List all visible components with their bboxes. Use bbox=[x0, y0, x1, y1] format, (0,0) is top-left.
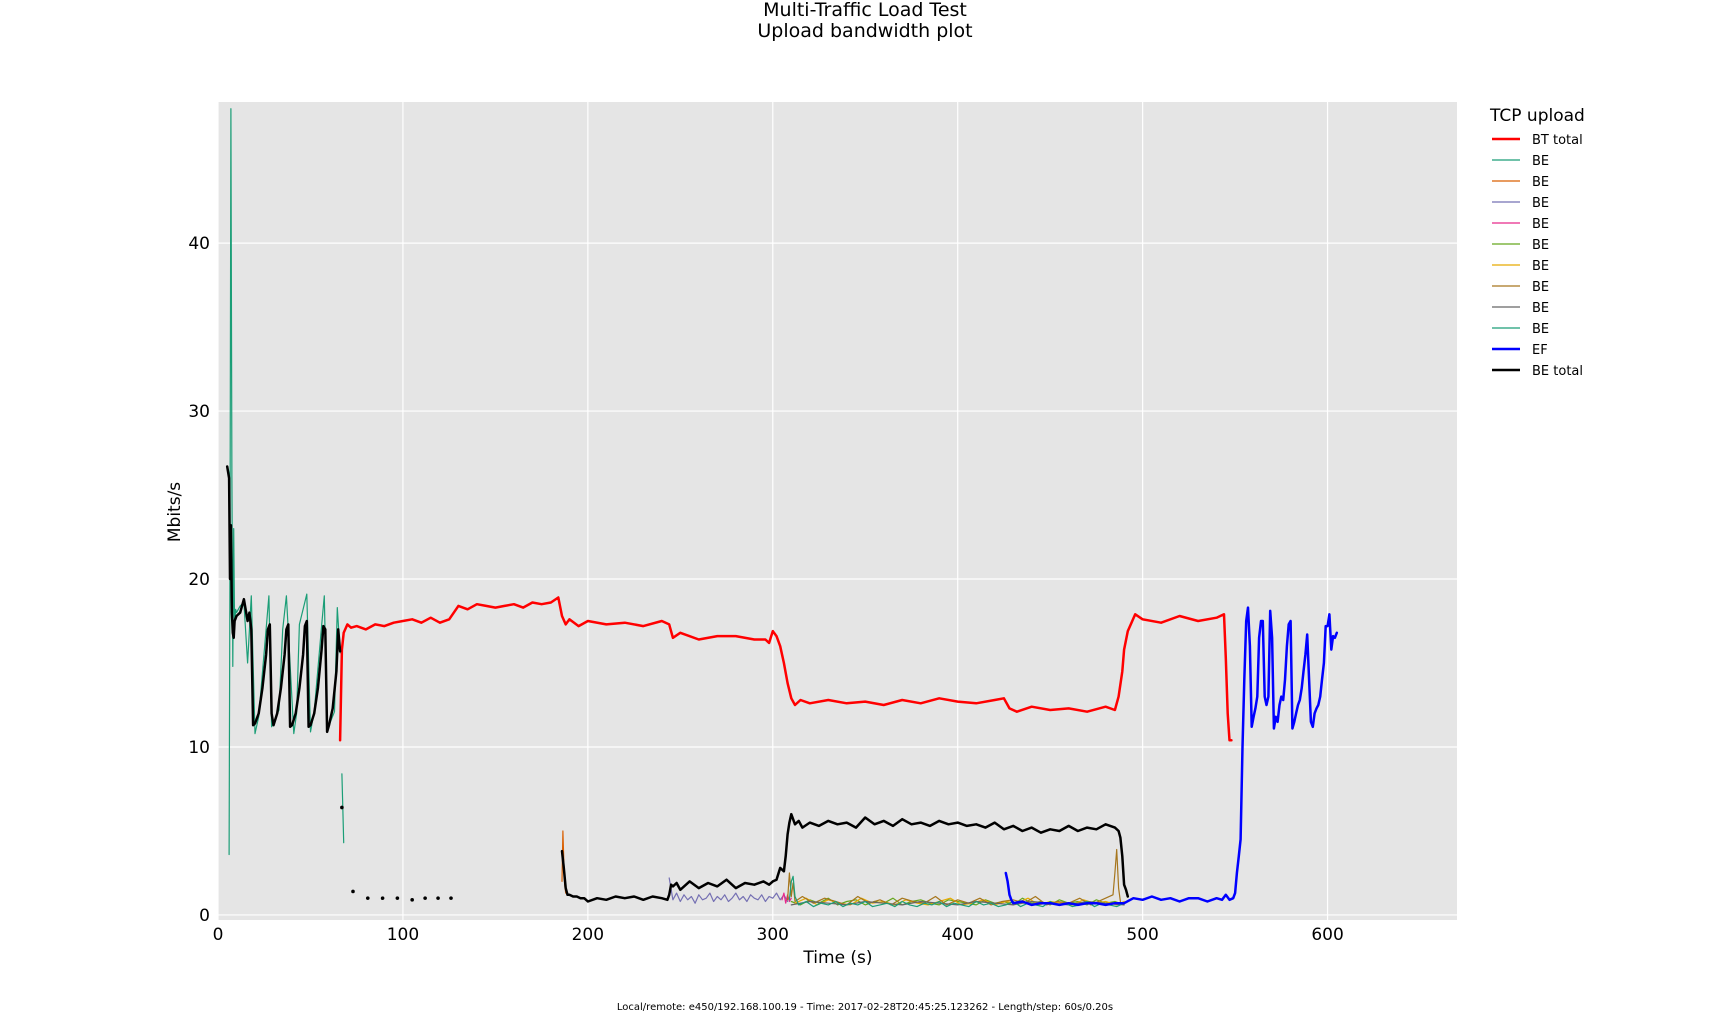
grid-lines bbox=[217, 102, 1457, 920]
x-tick-label: 300 bbox=[757, 925, 789, 945]
data-point bbox=[395, 896, 400, 900]
plot-area bbox=[218, 102, 1457, 920]
y-tick-label: 20 bbox=[188, 570, 210, 590]
x-tick-label: 500 bbox=[1126, 925, 1158, 945]
tick-labels: 0 100 200 300 400 500 600 0 10 20 30 40 bbox=[188, 234, 1343, 945]
legend-label: BT total bbox=[1532, 133, 1583, 148]
data-point bbox=[410, 898, 414, 902]
y-tick-label: 30 bbox=[188, 402, 210, 422]
legend-label: BE bbox=[1532, 259, 1549, 274]
data-point bbox=[380, 896, 385, 900]
legend-label: BE bbox=[1532, 238, 1549, 253]
data-point bbox=[423, 896, 427, 900]
legend-label: EF bbox=[1532, 343, 1548, 358]
series-line-be-total bbox=[560, 812, 1130, 903]
series-line-be bbox=[781, 892, 792, 904]
x-tick-label: 400 bbox=[941, 925, 973, 945]
series-line-be bbox=[228, 108, 341, 856]
x-tick-label: 100 bbox=[387, 925, 419, 945]
legend-label: BE bbox=[1532, 322, 1549, 337]
legend-title: TCP upload bbox=[1489, 106, 1585, 126]
legend-label: BE bbox=[1532, 196, 1549, 211]
x-axis-label: Time (s) bbox=[802, 948, 872, 968]
y-tick-label: 40 bbox=[188, 234, 210, 254]
chart-subtitle: Upload bandwidth plot bbox=[757, 20, 972, 42]
x-tick-label: 0 bbox=[213, 925, 224, 945]
series-line-be-total bbox=[225, 465, 342, 734]
y-tick-label: 10 bbox=[188, 738, 210, 758]
footer-info: Local/remote: e450/192.168.100.19 - Time… bbox=[617, 1002, 1113, 1013]
series-line-ef bbox=[1004, 606, 1339, 907]
legend-label: BE bbox=[1532, 280, 1549, 295]
x-tick-label: 600 bbox=[1311, 925, 1343, 945]
chart-title: Multi-Traffic Load Test bbox=[763, 0, 967, 21]
y-tick-label: 0 bbox=[199, 906, 210, 926]
series-line-bt-total bbox=[338, 596, 1233, 742]
legend-label: BE total bbox=[1532, 364, 1583, 379]
data-point bbox=[449, 896, 453, 900]
data-point bbox=[351, 889, 355, 894]
legend-label: BE bbox=[1532, 217, 1549, 232]
series-lines bbox=[225, 108, 1339, 908]
legend-label: BE bbox=[1532, 175, 1549, 190]
marker-points bbox=[340, 805, 453, 902]
legend-label: BE bbox=[1532, 154, 1549, 169]
series-line-be bbox=[668, 877, 789, 904]
data-point bbox=[436, 896, 440, 900]
x-tick-label: 200 bbox=[572, 925, 604, 945]
y-axis-label: Mbits/s bbox=[165, 482, 185, 542]
data-point bbox=[365, 896, 370, 900]
legend: TCP upload BT total BE BE BE BE BE BE BE BE BE EF B… bbox=[1489, 106, 1585, 379]
legend-label: BE bbox=[1532, 301, 1549, 316]
data-point bbox=[340, 805, 344, 810]
